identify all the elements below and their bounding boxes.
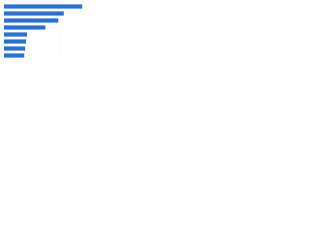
bar <box>4 39 27 44</box>
bar <box>4 25 46 30</box>
bar <box>4 11 64 16</box>
bar <box>4 32 27 37</box>
page: {"chart_data": {"type": "bar", "orientat… <box>0 0 100 71</box>
bar <box>4 46 26 51</box>
chart <box>0 0 100 71</box>
bar <box>4 53 25 58</box>
bar <box>4 18 59 23</box>
bar <box>4 4 83 9</box>
